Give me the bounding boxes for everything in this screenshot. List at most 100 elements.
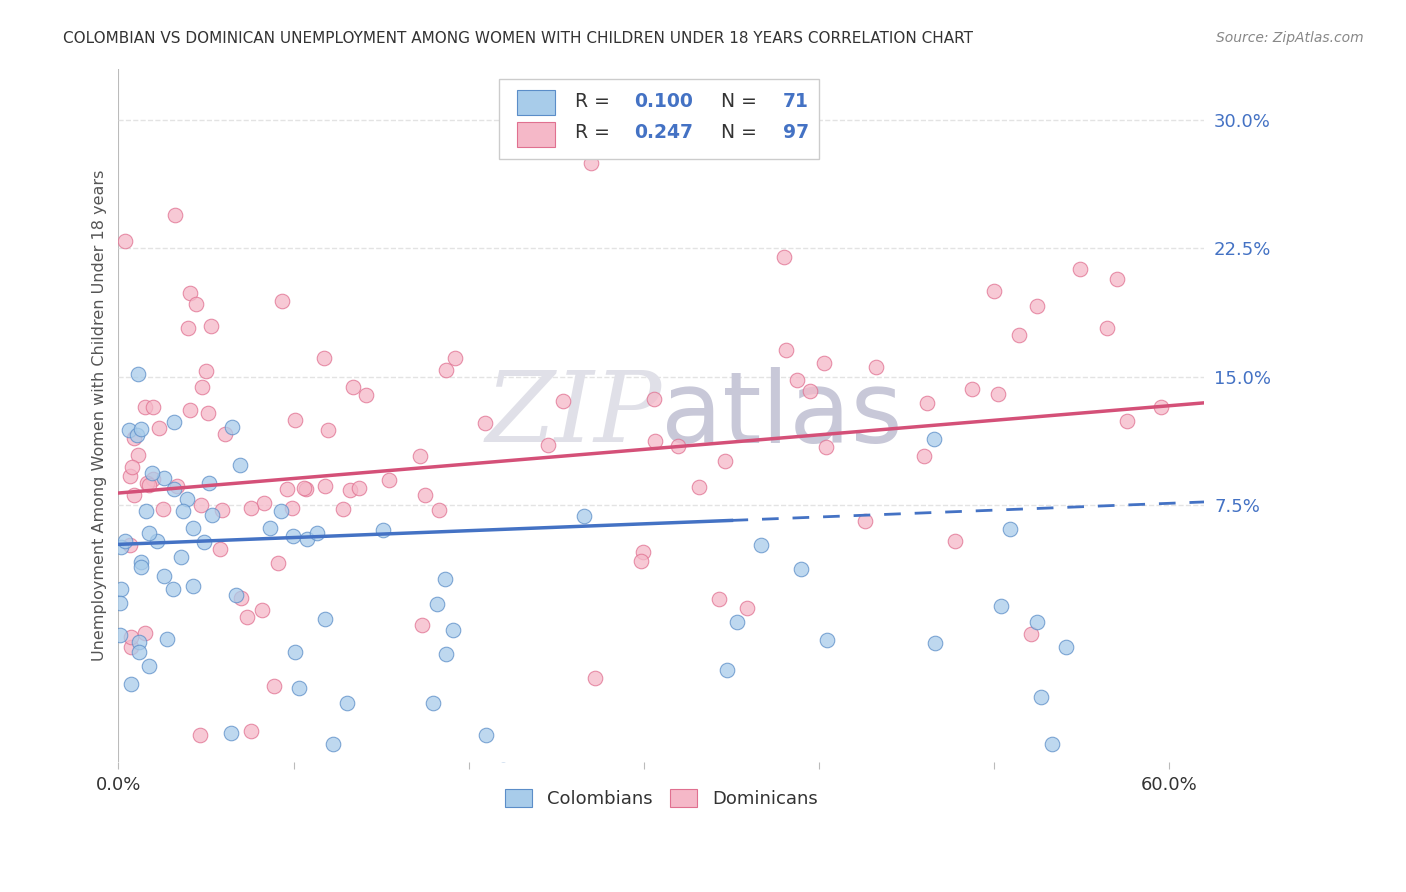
Point [987, 387, 1010, 401]
Point [1019, 627, 1042, 641]
Point [312, 351, 335, 365]
Point [219, 726, 242, 740]
Point [373, 523, 395, 537]
Point [270, 504, 292, 518]
Text: 0.247: 0.247 [634, 123, 693, 143]
Text: 97: 97 [783, 123, 810, 143]
Point [427, 503, 450, 517]
Point [441, 623, 464, 637]
Point [120, 538, 142, 552]
Point [318, 423, 340, 437]
Point [128, 645, 150, 659]
Point [134, 626, 156, 640]
Point [1026, 299, 1049, 313]
Point [281, 500, 304, 515]
Point [135, 503, 157, 517]
Point [411, 618, 433, 632]
Point [197, 406, 219, 420]
Point [583, 672, 606, 686]
FancyBboxPatch shape [517, 122, 555, 147]
Point [146, 533, 169, 548]
Point [120, 630, 142, 644]
Point [378, 473, 401, 487]
Point [295, 483, 318, 497]
Point [201, 508, 224, 522]
Point [581, 155, 603, 169]
Point [190, 498, 212, 512]
Point [148, 421, 170, 435]
Point [336, 696, 359, 710]
Point [176, 320, 198, 334]
Point [211, 502, 233, 516]
Point [332, 502, 354, 516]
Point [114, 533, 136, 548]
Point [853, 514, 876, 528]
Point [121, 459, 143, 474]
Point [141, 467, 163, 481]
Point [912, 449, 935, 463]
Point [998, 522, 1021, 536]
Point [322, 737, 344, 751]
Point [120, 468, 142, 483]
Point [281, 529, 304, 543]
Point [127, 448, 149, 462]
Point [122, 487, 145, 501]
Point [229, 591, 252, 605]
Point [120, 677, 142, 691]
Point [176, 492, 198, 507]
Legend: Colombians, Dominicans: Colombians, Dominicans [498, 781, 825, 815]
Point [314, 479, 336, 493]
Point [865, 360, 887, 375]
Point [586, 817, 609, 831]
Point [347, 481, 370, 495]
Point [193, 535, 215, 549]
Point [152, 569, 174, 583]
Point [572, 509, 595, 524]
Point [188, 728, 211, 742]
Point [118, 423, 141, 437]
Point [789, 562, 811, 576]
FancyBboxPatch shape [517, 90, 555, 115]
Point [166, 479, 188, 493]
FancyBboxPatch shape [499, 78, 818, 159]
Text: N =: N = [721, 123, 763, 143]
Point [915, 396, 938, 410]
Point [1007, 328, 1029, 343]
Point [129, 560, 152, 574]
Text: 71: 71 [783, 92, 808, 111]
Point [110, 628, 132, 642]
Point [292, 481, 315, 495]
Point [775, 343, 797, 358]
Point [1116, 414, 1139, 428]
Point [537, 438, 560, 452]
Point [492, 763, 515, 777]
Point [267, 557, 290, 571]
Point [749, 539, 772, 553]
Text: 0.100: 0.100 [634, 92, 693, 111]
Point [1026, 615, 1049, 630]
Text: atlas: atlas [661, 367, 903, 464]
Point [120, 640, 142, 655]
Point [297, 532, 319, 546]
Point [1069, 261, 1091, 276]
Point [305, 526, 328, 541]
Point [714, 454, 737, 468]
Point [181, 579, 204, 593]
Point [156, 632, 179, 646]
Point [271, 294, 294, 309]
Point [138, 526, 160, 541]
Point [142, 472, 165, 486]
Point [426, 597, 449, 611]
Point [131, 556, 153, 570]
Point [960, 382, 983, 396]
Text: R =: R = [575, 92, 616, 111]
Point [259, 521, 281, 535]
Point [443, 351, 465, 365]
Point [725, 615, 748, 630]
Point [943, 533, 966, 548]
Point [128, 634, 150, 648]
Text: Source: ZipAtlas.com: Source: ZipAtlas.com [1216, 31, 1364, 45]
Point [125, 428, 148, 442]
Point [127, 367, 149, 381]
Text: COLOMBIAN VS DOMINICAN UNEMPLOYMENT AMONG WOMEN WITH CHILDREN UNDER 18 YEARS COR: COLOMBIAN VS DOMINICAN UNEMPLOYMENT AMON… [63, 31, 973, 46]
